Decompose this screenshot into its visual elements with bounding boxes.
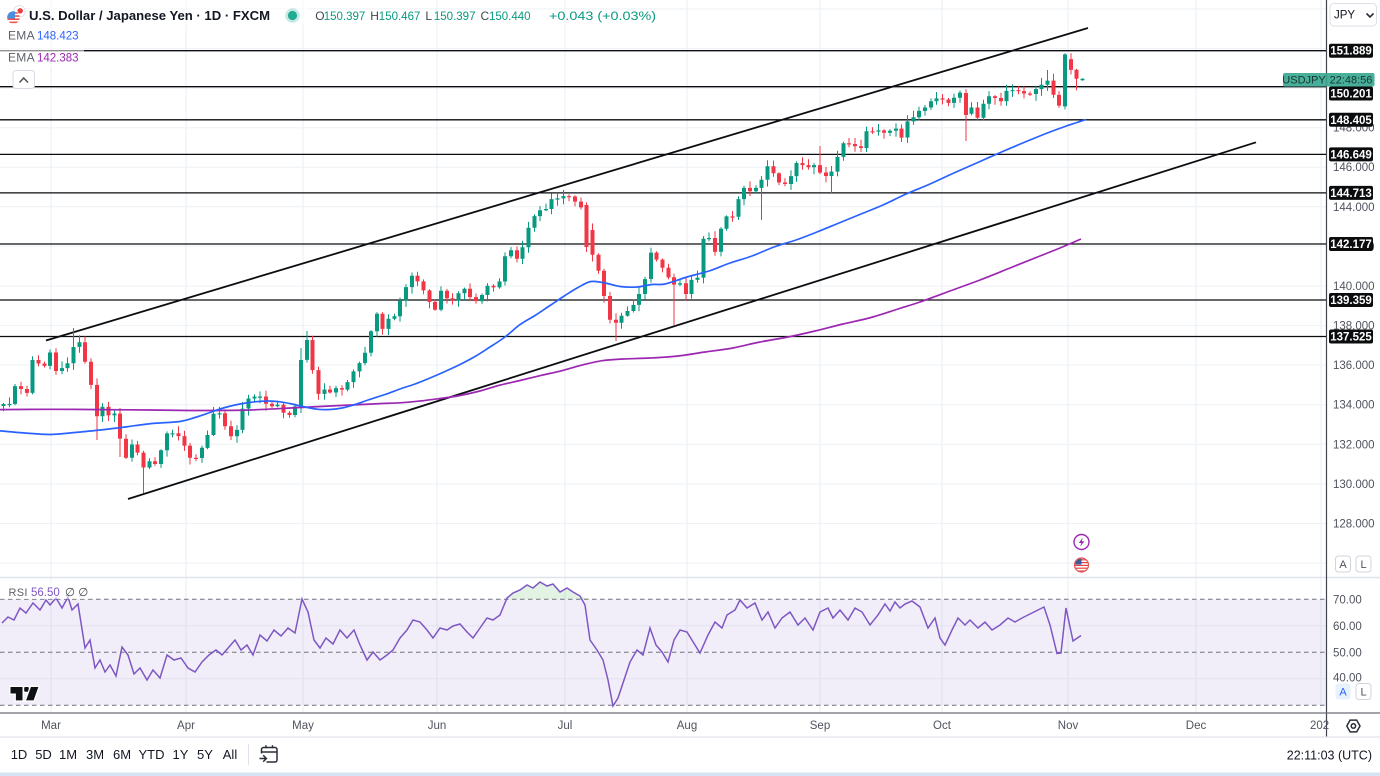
svg-text:L: L bbox=[1360, 687, 1366, 699]
svg-text:H: H bbox=[370, 9, 379, 23]
svg-text:5Y: 5Y bbox=[197, 747, 213, 762]
svg-text:132.000: 132.000 bbox=[1333, 439, 1375, 451]
svg-text:148.405: 148.405 bbox=[1330, 115, 1372, 127]
svg-text:134.000: 134.000 bbox=[1333, 400, 1375, 412]
svg-text:50.00: 50.00 bbox=[1333, 647, 1362, 659]
svg-text:Dec: Dec bbox=[1186, 720, 1207, 732]
svg-text:202: 202 bbox=[1310, 720, 1329, 732]
svg-text:Oct: Oct bbox=[933, 720, 952, 732]
svg-text:151.889: 151.889 bbox=[1330, 46, 1372, 58]
svg-text:L: L bbox=[1360, 559, 1366, 571]
svg-text:6M: 6M bbox=[113, 747, 131, 762]
svg-text:150.440: 150.440 bbox=[489, 11, 531, 23]
svg-text:EMA: EMA bbox=[8, 29, 35, 43]
svg-text:130.000: 130.000 bbox=[1333, 479, 1375, 491]
svg-text:YTD: YTD bbox=[139, 747, 165, 762]
svg-text:L: L bbox=[425, 9, 432, 23]
svg-text:60.00: 60.00 bbox=[1333, 621, 1362, 633]
svg-text:139.359: 139.359 bbox=[1330, 295, 1372, 307]
svg-text:EMA: EMA bbox=[8, 51, 35, 65]
svg-text:∅ ∅: ∅ ∅ bbox=[65, 587, 88, 599]
svg-text:Nov: Nov bbox=[1058, 720, 1079, 732]
svg-text:140.000: 140.000 bbox=[1333, 281, 1375, 293]
svg-text:56.50: 56.50 bbox=[31, 587, 60, 599]
svg-text:Jun: Jun bbox=[428, 720, 447, 732]
svg-text:142.383: 142.383 bbox=[37, 53, 79, 65]
svg-text:40.00: 40.00 bbox=[1333, 673, 1362, 685]
svg-text:+0.043 (+0.03%): +0.043 (+0.03%) bbox=[549, 11, 656, 23]
svg-text:Aug: Aug bbox=[677, 720, 697, 732]
svg-text:A: A bbox=[1339, 559, 1347, 571]
svg-text:5D: 5D bbox=[35, 747, 52, 762]
svg-text:150.467: 150.467 bbox=[379, 11, 421, 23]
svg-text:137.525: 137.525 bbox=[1330, 332, 1372, 344]
svg-text:136.000: 136.000 bbox=[1333, 360, 1375, 372]
svg-text:JPY: JPY bbox=[1334, 10, 1355, 22]
svg-text:C: C bbox=[481, 9, 490, 23]
svg-text:146.649: 146.649 bbox=[1330, 149, 1372, 161]
svg-text:Sep: Sep bbox=[810, 720, 830, 732]
svg-text:U.S. Dollar / Japanese Yen · 1: U.S. Dollar / Japanese Yen · 1D · FXCM bbox=[29, 9, 270, 23]
svg-text:Jul: Jul bbox=[558, 720, 573, 732]
svg-text:142.177: 142.177 bbox=[1330, 239, 1372, 251]
svg-text:Mar: Mar bbox=[41, 720, 61, 732]
svg-text:146.000: 146.000 bbox=[1333, 162, 1375, 174]
svg-text:150.397: 150.397 bbox=[434, 11, 476, 23]
svg-text:150.201: 150.201 bbox=[1330, 89, 1372, 101]
svg-text:144.713: 144.713 bbox=[1330, 188, 1372, 200]
svg-text:1M: 1M bbox=[59, 747, 77, 762]
svg-text:22:48:56: 22:48:56 bbox=[1330, 74, 1373, 86]
svg-text:All: All bbox=[223, 747, 238, 762]
svg-text:RSI: RSI bbox=[9, 587, 28, 599]
svg-text:Apr: Apr bbox=[177, 720, 195, 732]
svg-text:May: May bbox=[292, 720, 314, 732]
svg-text:1D: 1D bbox=[11, 747, 28, 762]
svg-text:150.397: 150.397 bbox=[324, 11, 366, 23]
svg-text:128.000: 128.000 bbox=[1333, 519, 1375, 531]
svg-text:O: O bbox=[315, 9, 324, 23]
svg-text:144.000: 144.000 bbox=[1333, 202, 1375, 214]
svg-text:USDJPY: USDJPY bbox=[1282, 74, 1326, 86]
svg-text:148.423: 148.423 bbox=[37, 31, 79, 43]
svg-text:A: A bbox=[1339, 687, 1347, 699]
svg-text:1Y: 1Y bbox=[173, 747, 189, 762]
svg-text:22:11:03 (UTC): 22:11:03 (UTC) bbox=[1287, 749, 1372, 763]
svg-text:70.00: 70.00 bbox=[1333, 594, 1362, 606]
svg-text:3M: 3M bbox=[86, 747, 104, 762]
